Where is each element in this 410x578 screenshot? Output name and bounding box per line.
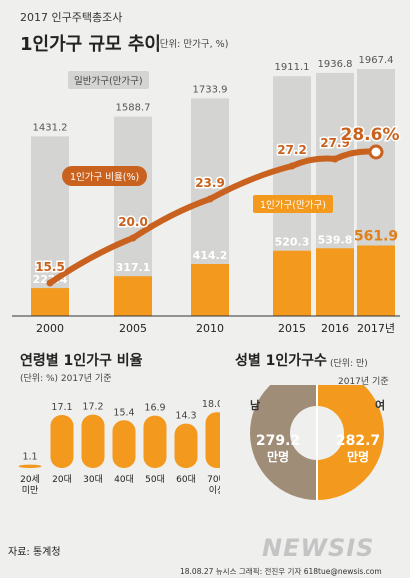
gender-value-label: 만명 — [347, 449, 369, 464]
single-bar — [191, 264, 229, 316]
age-category-label: 20대 — [52, 474, 72, 485]
age-bar — [174, 423, 198, 468]
age-chart-subtitle: (단위: %) 2017년 기준 — [20, 374, 112, 384]
x-tick-label: 2017년 — [357, 322, 395, 335]
single-bar — [31, 288, 69, 316]
gender-value-label: 279.2 — [256, 433, 300, 449]
general-value-label: 1936.8 — [318, 59, 353, 70]
age-value-label: 14.3 — [175, 411, 196, 422]
single-bar — [114, 276, 152, 316]
age-bar — [205, 412, 220, 468]
age-category-label: 50대 — [145, 474, 165, 485]
general-value-label: 1967.4 — [359, 55, 394, 66]
single-value-label: 539.8 — [318, 233, 353, 246]
gender-slice — [316, 385, 384, 500]
gender-value-label: 만명 — [267, 449, 289, 464]
age-category-label: 이상 — [209, 485, 220, 496]
gender-label-male: 남 — [250, 399, 260, 412]
age-category-label: 70대 — [207, 474, 220, 485]
gender-chart-title: 성별 1인가구수 — [235, 353, 327, 369]
age-bar — [81, 414, 105, 468]
single-value-label: 561.9 — [354, 228, 398, 244]
ratio-value-label: 20.0 — [118, 215, 148, 229]
age-category-label: 40대 — [114, 474, 134, 485]
single-bar — [357, 245, 395, 316]
general-value-label: 1431.2 — [33, 122, 68, 133]
age-category-label: 60대 — [176, 474, 196, 485]
ratio-value-label: 23.9 — [195, 176, 225, 190]
general-value-label: 1733.9 — [193, 84, 228, 95]
age-bar — [50, 414, 74, 468]
ratio-point — [206, 195, 214, 203]
general-value-label: 1911.1 — [275, 62, 310, 73]
single-bar — [273, 250, 311, 316]
general-value-label: 1588.7 — [116, 103, 151, 114]
ratio-point — [46, 279, 54, 287]
single-ratio-label: 1인가구 비율(%) — [62, 166, 148, 186]
unit-label: (단위: 만가구, %) — [156, 39, 229, 50]
x-tick-label: 2005 — [119, 322, 147, 335]
ratio-value-label: 27.9 — [320, 136, 350, 150]
newsis-logo: NEWSIS — [262, 534, 375, 562]
age-value-label: 16.9 — [144, 403, 165, 414]
age-bar — [112, 420, 136, 468]
household-trend-chart: 1431.21588.71733.91911.11936.81967.4222.… — [12, 55, 401, 335]
age-value-label: 17.1 — [51, 402, 72, 413]
single-household-label: 1인가구(만가구) — [253, 195, 333, 213]
single-bar — [316, 248, 354, 316]
age-chart-title: 연령별 1인가구 비율 — [20, 353, 143, 369]
gender-value-label: 282.7 — [336, 433, 380, 449]
source: 자료: 통계청 — [8, 547, 61, 558]
general-household-label: 일반가구(만가구) — [68, 71, 149, 89]
gender-chart-year: 2017년 기준 — [338, 377, 389, 387]
ratio-point — [368, 144, 384, 160]
gender-label-female: 여 — [375, 398, 385, 412]
age-category-label: 20세 — [20, 474, 40, 485]
single-value-label: 520.3 — [275, 236, 310, 249]
age-value-label: 18.0% — [202, 399, 220, 410]
age-bar — [143, 415, 167, 468]
ratio-value-label: 27.2 — [277, 143, 307, 157]
age-value-label: 15.4 — [113, 407, 134, 418]
supertitle: 2017 인구주택총조사 — [20, 11, 123, 24]
ratio-point — [288, 162, 296, 170]
age-value-label: 17.2 — [82, 402, 103, 413]
main-title: 1인가구 규모 추이 — [20, 34, 161, 55]
gender-chart-unit: (단위: 만) — [330, 359, 368, 369]
credit: 18.08.27 뉴시스 그래픽: 전진우 기자 618tue@newsis.c… — [180, 567, 382, 576]
ratio-value-label: 15.5 — [35, 260, 65, 274]
single-value-label: 317.1 — [116, 261, 151, 274]
ratio-point — [331, 155, 339, 163]
ratio-value-label: 28.6% — [341, 125, 400, 145]
x-tick-label: 2016 — [321, 322, 349, 335]
x-tick-label: 2010 — [196, 322, 224, 335]
age-value-label: 1.1 — [22, 452, 37, 463]
gender-slice — [250, 385, 317, 500]
x-tick-label: 2000 — [36, 322, 64, 335]
x-tick-label: 2015 — [278, 322, 306, 335]
age-category-label: 미만 — [22, 485, 39, 496]
age-bar — [18, 464, 42, 468]
ratio-point — [129, 234, 137, 242]
age-category-label: 30대 — [83, 474, 103, 485]
single-value-label: 414.2 — [193, 249, 228, 262]
